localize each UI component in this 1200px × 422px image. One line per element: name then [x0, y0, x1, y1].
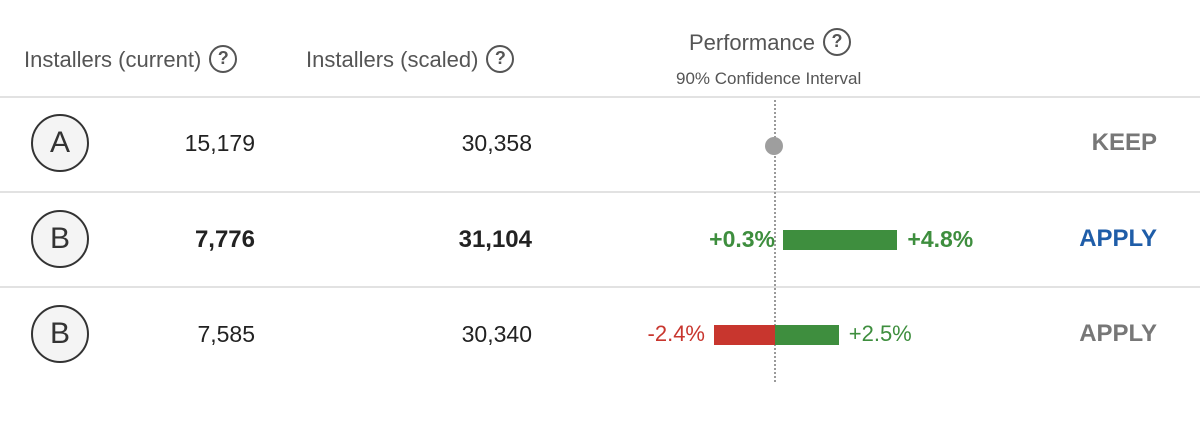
- ci-high-label: +4.8%: [907, 226, 974, 252]
- ci-positive-bar: [775, 325, 839, 345]
- row-divider: [0, 286, 1200, 288]
- header-installers-current-label: Installers (current): [24, 47, 202, 72]
- zero-reference-line: [774, 100, 776, 382]
- ci-negative-bar: [713, 325, 775, 345]
- installers-scaled-value: 31,104: [458, 226, 532, 253]
- table-row: B 7,776 31,104 +0.3% +4.8% APPLY: [0, 192, 1200, 286]
- ci-high-label: +2.5%: [848, 321, 912, 346]
- ci-low-label: -2.4%: [647, 321, 705, 346]
- table-row: B 7,585 30,340 -2.4% +2.5% APPLY: [0, 287, 1200, 381]
- header-installers-scaled: Installers (scaled)?: [306, 45, 515, 75]
- header-installers-scaled-label: Installers (scaled): [306, 47, 479, 72]
- apply-button[interactable]: APPLY: [1079, 225, 1157, 252]
- baseline-dot: [765, 137, 783, 155]
- variant-badge: A: [31, 114, 89, 172]
- installers-current-value: 7,585: [197, 321, 255, 347]
- keep-button[interactable]: KEEP: [1091, 129, 1157, 156]
- installers-scaled-value: 30,358: [461, 130, 532, 156]
- header-installers-current: Installers (current)?: [24, 45, 238, 75]
- ci-positive-bar: [782, 230, 898, 250]
- help-icon[interactable]: ?: [209, 45, 238, 74]
- variant-badge: B: [31, 210, 89, 268]
- table-row: A 15,179 30,358 KEEP: [0, 96, 1200, 190]
- header-performance-label: Performance: [689, 30, 815, 55]
- apply-button[interactable]: APPLY: [1079, 320, 1157, 347]
- installers-current-value: 15,179: [184, 130, 255, 156]
- installers-scaled-value: 30,340: [461, 321, 532, 347]
- installers-current-value: 7,776: [194, 226, 255, 253]
- ci-low-label: +0.3%: [709, 226, 775, 252]
- variant-badge: B: [31, 305, 89, 363]
- row-divider: [0, 191, 1200, 193]
- header-confidence-interval: 90% Confidence Interval: [676, 69, 862, 88]
- help-icon[interactable]: ?: [486, 45, 515, 74]
- help-icon[interactable]: ?: [822, 28, 851, 57]
- header-divider: [0, 96, 1200, 98]
